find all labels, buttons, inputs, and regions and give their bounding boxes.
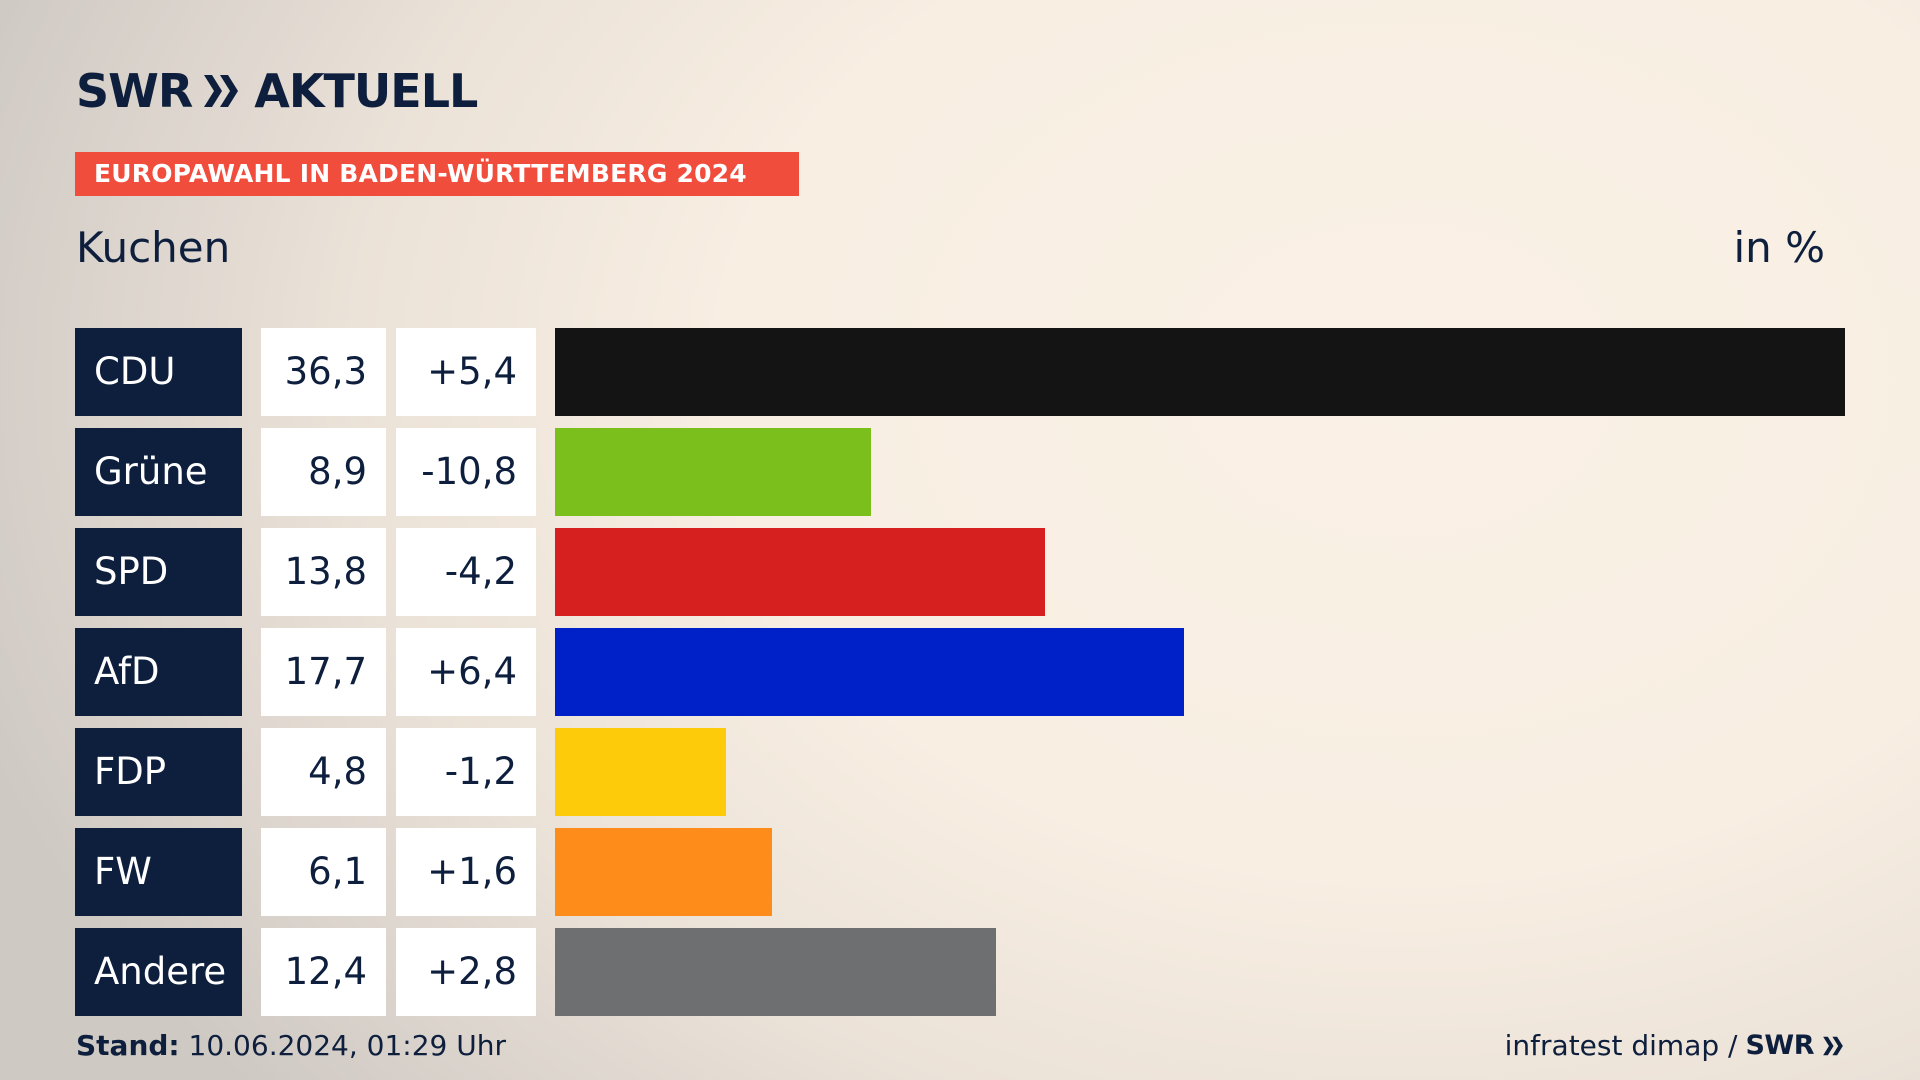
chart-row: Andere 12,4 +2,8 — [75, 928, 1845, 1016]
chart-title: Kuchen — [76, 223, 231, 272]
value-label: 36,3 — [261, 328, 386, 416]
chart-row: Grüne 8,9 -10,8 — [75, 428, 1845, 516]
footer-swr-text: SWR — [1745, 1030, 1814, 1061]
chart-row: FW 6,1 +1,6 — [75, 828, 1845, 916]
party-label: FW — [75, 828, 242, 916]
bar — [555, 928, 996, 1016]
logo-aktuell-text: AKTUELL — [254, 64, 478, 118]
bar — [555, 628, 1184, 716]
party-label: SPD — [75, 528, 242, 616]
party-label: FDP — [75, 728, 242, 816]
bar — [555, 328, 1845, 416]
chart-row: CDU 36,3 +5,4 — [75, 328, 1845, 416]
party-label: CDU — [75, 328, 242, 416]
chart-row: AfD 17,7 +6,4 — [75, 628, 1845, 716]
value-label: 8,9 — [261, 428, 386, 516]
value-label: 6,1 — [261, 828, 386, 916]
diff-label: +5,4 — [396, 328, 536, 416]
chart-row: FDP 4,8 -1,2 — [75, 728, 1845, 816]
diff-label: +6,4 — [396, 628, 536, 716]
double-chevron-icon — [204, 75, 239, 107]
diff-label: -10,8 — [396, 428, 536, 516]
chart-row: SPD 13,8 -4,2 — [75, 528, 1845, 616]
diff-label: -4,2 — [396, 528, 536, 616]
diff-label: -1,2 — [396, 728, 536, 816]
stand-value: 10.06.2024, 01:29 Uhr — [188, 1029, 506, 1062]
value-label: 4,8 — [261, 728, 386, 816]
value-label: 13,8 — [261, 528, 386, 616]
party-label: Andere — [75, 928, 242, 1016]
logo-swr-text: SWR — [76, 64, 193, 118]
footer-double-chevron-icon — [1823, 1036, 1843, 1056]
bar — [555, 828, 772, 916]
bar — [555, 728, 726, 816]
source-credit: infratest dimap / SWR — [1505, 1028, 1844, 1064]
swr-aktuell-logo: SWR AKTUELL — [76, 64, 478, 118]
timestamp: Stand: 10.06.2024, 01:29 Uhr — [76, 1028, 506, 1064]
chart-unit: in % — [1733, 223, 1825, 272]
stand-label: Stand: — [76, 1029, 180, 1062]
diff-label: +1,6 — [396, 828, 536, 916]
bar — [555, 528, 1045, 616]
source-text: infratest dimap / — [1504, 1029, 1738, 1062]
bar — [555, 428, 871, 516]
diff-label: +2,8 — [396, 928, 536, 1016]
value-label: 17,7 — [261, 628, 386, 716]
election-banner: EUROPAWAHL IN BADEN-WÜRTTEMBERG 2024 — [75, 152, 799, 196]
party-label: AfD — [75, 628, 242, 716]
party-label: Grüne — [75, 428, 242, 516]
value-label: 12,4 — [261, 928, 386, 1016]
